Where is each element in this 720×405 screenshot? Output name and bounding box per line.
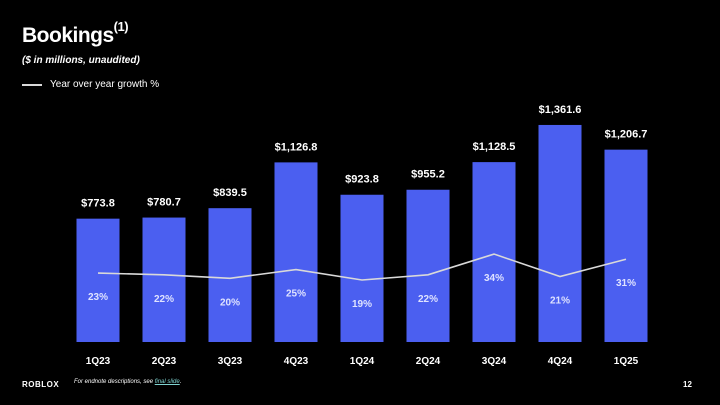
page-title: Bookings(1) bbox=[22, 19, 129, 48]
title-footnote-ref: (1) bbox=[113, 19, 129, 34]
legend-label: Year over year growth % bbox=[50, 79, 160, 90]
x-tick-label: 2Q24 bbox=[416, 356, 441, 367]
growth-label: 21% bbox=[550, 296, 570, 307]
title-text: Bookings bbox=[22, 24, 114, 47]
growth-label: 25% bbox=[286, 289, 306, 300]
bar bbox=[274, 162, 318, 342]
x-tick-label: 1Q23 bbox=[86, 356, 111, 367]
x-tick-label: 4Q23 bbox=[284, 356, 309, 367]
bar bbox=[208, 208, 252, 342]
x-tick-label: 4Q24 bbox=[548, 356, 573, 367]
growth-label: 20% bbox=[220, 297, 240, 308]
final-slide-link[interactable]: final slide bbox=[154, 379, 180, 385]
page-number: 12 bbox=[683, 380, 692, 389]
bar bbox=[76, 218, 120, 342]
growth-label: 23% bbox=[88, 292, 108, 303]
bar bbox=[472, 162, 516, 342]
bar bbox=[142, 217, 186, 342]
bar-value-label: $923.8 bbox=[345, 174, 379, 186]
bar-value-label: $1,361.6 bbox=[539, 104, 582, 116]
x-tick-label: 1Q25 bbox=[614, 356, 639, 367]
bar bbox=[406, 189, 450, 342]
legend-line-swatch bbox=[22, 83, 42, 86]
x-tick-label: 2Q23 bbox=[152, 356, 177, 367]
growth-label: 19% bbox=[352, 299, 372, 310]
bar bbox=[538, 124, 582, 342]
x-tick-label: 3Q23 bbox=[218, 356, 243, 367]
legend: Year over year growth % bbox=[22, 79, 159, 90]
footnote-suffix: . bbox=[179, 379, 182, 385]
bar-value-label: $1,126.8 bbox=[275, 141, 318, 153]
bar-value-label: $1,128.5 bbox=[473, 141, 516, 153]
bar-value-label: $780.7 bbox=[147, 197, 181, 209]
bar-value-label: $1,206.7 bbox=[605, 129, 648, 141]
footnote: For endnote descriptions, see final slid… bbox=[74, 379, 181, 385]
roblox-logo: ROBLOX bbox=[22, 380, 60, 389]
bar bbox=[340, 194, 384, 342]
growth-label: 34% bbox=[484, 273, 504, 284]
bar-value-label: $773.8 bbox=[81, 198, 115, 210]
bar bbox=[604, 149, 648, 342]
x-tick-label: 1Q24 bbox=[350, 356, 375, 367]
growth-label: 22% bbox=[154, 294, 174, 305]
growth-line bbox=[97, 253, 627, 281]
subtitle: ($ in millions, unaudited) bbox=[22, 55, 140, 66]
x-tick-label: 3Q24 bbox=[482, 356, 507, 367]
growth-label: 22% bbox=[418, 294, 438, 305]
bar-value-label: $955.2 bbox=[411, 169, 445, 181]
footnote-text: For endnote descriptions, see bbox=[74, 379, 155, 385]
bar-value-label: $839.5 bbox=[213, 187, 247, 199]
growth-label: 31% bbox=[616, 278, 636, 289]
